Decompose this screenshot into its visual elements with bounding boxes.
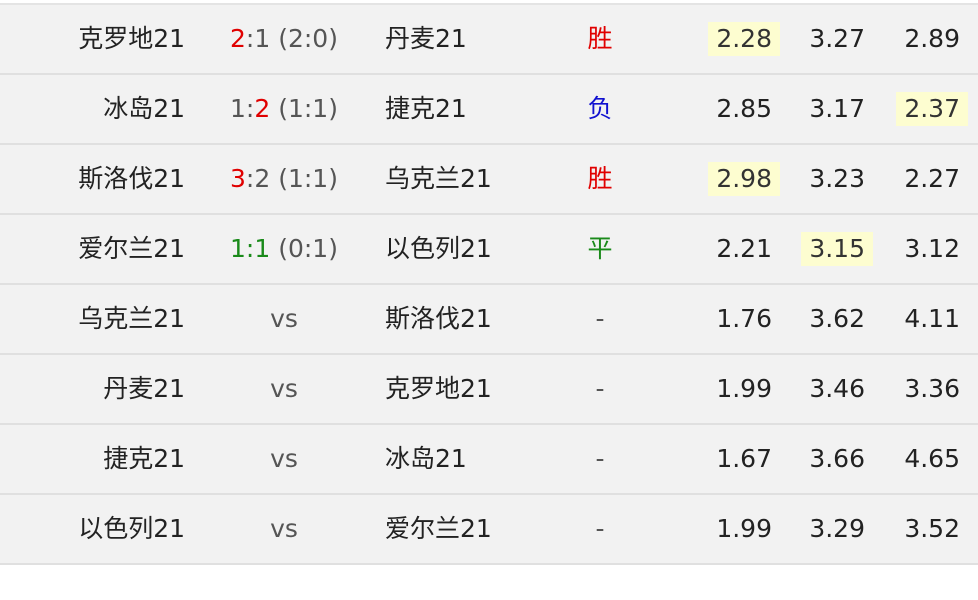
match-row[interactable]: 斯洛伐21 3:2 (1:1) 乌克兰21 胜 2.98 3.23 2.27 bbox=[0, 145, 978, 215]
result-label: - bbox=[595, 304, 605, 333]
score: 3:2 (1:1) bbox=[204, 145, 364, 213]
home-goals: 1 bbox=[230, 234, 246, 263]
away-team[interactable]: 冰岛21 bbox=[385, 444, 467, 473]
away-goals: 1 bbox=[254, 24, 271, 53]
odds-away[interactable]: 3.12 bbox=[904, 234, 960, 263]
odds-home[interactable]: 1.67 bbox=[716, 444, 772, 473]
home-team[interactable]: 爱尔兰21 bbox=[78, 234, 185, 263]
away-goals: 2 bbox=[254, 94, 271, 123]
home-team[interactable]: 捷克21 bbox=[103, 444, 185, 473]
odds-draw[interactable]: 3.15 bbox=[801, 232, 873, 266]
result-label: - bbox=[595, 444, 605, 473]
odds-draw[interactable]: 3.27 bbox=[809, 24, 865, 53]
score: 1:1 (0:1) bbox=[204, 215, 364, 283]
odds-draw[interactable]: 3.46 bbox=[809, 374, 865, 403]
odds-draw[interactable]: 3.62 bbox=[809, 304, 865, 333]
result-label: 胜 bbox=[587, 24, 613, 53]
halftime-score: (0:1) bbox=[270, 234, 338, 263]
odds-home[interactable]: 2.21 bbox=[716, 234, 772, 263]
home-team[interactable]: 斯洛伐21 bbox=[78, 164, 185, 193]
vs-label: vs bbox=[270, 444, 298, 473]
odds-home[interactable]: 2.85 bbox=[716, 94, 772, 123]
odds-home[interactable]: 2.28 bbox=[708, 22, 780, 56]
score: 1:2 (1:1) bbox=[204, 75, 364, 143]
away-team[interactable]: 克罗地21 bbox=[385, 374, 492, 403]
odds-draw[interactable]: 3.17 bbox=[809, 94, 865, 123]
halftime-score: (2:0) bbox=[270, 24, 338, 53]
vs-label: vs bbox=[270, 514, 298, 543]
score: vs bbox=[204, 355, 364, 423]
vs-label: vs bbox=[270, 374, 298, 403]
score-separator: : bbox=[245, 234, 255, 263]
score: vs bbox=[204, 285, 364, 353]
home-goals: 1 bbox=[230, 94, 246, 123]
odds-away[interactable]: 2.37 bbox=[896, 92, 968, 126]
odds-draw[interactable]: 3.23 bbox=[809, 164, 865, 193]
odds-home[interactable]: 1.99 bbox=[716, 514, 772, 543]
home-team[interactable]: 以色列21 bbox=[78, 514, 185, 543]
away-team[interactable]: 捷克21 bbox=[385, 94, 467, 123]
result-label: - bbox=[595, 374, 605, 403]
odds-away[interactable]: 2.27 bbox=[904, 164, 960, 193]
score-separator: : bbox=[245, 94, 255, 123]
away-team[interactable]: 乌克兰21 bbox=[385, 164, 492, 193]
home-team[interactable]: 克罗地21 bbox=[78, 24, 185, 53]
home-goals: 3 bbox=[230, 164, 246, 193]
vs-label: vs bbox=[270, 304, 298, 333]
match-row[interactable]: 克罗地21 2:1 (2:0) 丹麦21 胜 2.28 3.27 2.89 bbox=[0, 5, 978, 75]
score: vs bbox=[204, 425, 364, 493]
result-label: - bbox=[595, 514, 605, 543]
score: vs bbox=[204, 495, 364, 563]
odds-away[interactable]: 3.36 bbox=[904, 374, 960, 403]
score-separator: : bbox=[245, 24, 255, 53]
odds-away[interactable]: 3.52 bbox=[904, 514, 960, 543]
result-label: 胜 bbox=[587, 164, 613, 193]
odds-draw[interactable]: 3.66 bbox=[809, 444, 865, 473]
match-table: 克罗地21 2:1 (2:0) 丹麦21 胜 2.28 3.27 2.89 冰岛21 1… bbox=[0, 3, 978, 565]
away-team[interactable]: 斯洛伐21 bbox=[385, 304, 492, 333]
home-goals: 2 bbox=[230, 24, 246, 53]
odds-away[interactable]: 2.89 bbox=[904, 24, 960, 53]
away-team[interactable]: 丹麦21 bbox=[385, 24, 467, 53]
match-row[interactable]: 捷克21 vs 冰岛21 - 1.67 3.66 4.65 bbox=[0, 425, 978, 495]
away-goals: 1 bbox=[254, 234, 271, 263]
odds-away[interactable]: 4.11 bbox=[904, 304, 960, 333]
score: 2:1 (2:0) bbox=[204, 5, 364, 73]
result-label: 平 bbox=[587, 234, 613, 263]
match-row[interactable]: 乌克兰21 vs 斯洛伐21 - 1.76 3.62 4.11 bbox=[0, 285, 978, 355]
match-row[interactable]: 丹麦21 vs 克罗地21 - 1.99 3.46 3.36 bbox=[0, 355, 978, 425]
away-goals: 2 bbox=[254, 164, 271, 193]
odds-draw[interactable]: 3.29 bbox=[809, 514, 865, 543]
odds-home[interactable]: 2.98 bbox=[708, 162, 780, 196]
match-row[interactable]: 爱尔兰21 1:1 (0:1) 以色列21 平 2.21 3.15 3.12 bbox=[0, 215, 978, 285]
home-team[interactable]: 冰岛21 bbox=[103, 94, 185, 123]
odds-home[interactable]: 1.76 bbox=[716, 304, 772, 333]
odds-away[interactable]: 4.65 bbox=[904, 444, 960, 473]
halftime-score: (1:1) bbox=[270, 164, 338, 193]
away-team[interactable]: 以色列21 bbox=[385, 234, 492, 263]
result-label: 负 bbox=[587, 94, 613, 123]
odds-home[interactable]: 1.99 bbox=[716, 374, 772, 403]
halftime-score: (1:1) bbox=[270, 94, 338, 123]
match-row[interactable]: 冰岛21 1:2 (1:1) 捷克21 负 2.85 3.17 2.37 bbox=[0, 75, 978, 145]
home-team[interactable]: 乌克兰21 bbox=[78, 304, 185, 333]
score-separator: : bbox=[245, 164, 255, 193]
away-team[interactable]: 爱尔兰21 bbox=[385, 514, 492, 543]
home-team[interactable]: 丹麦21 bbox=[103, 374, 185, 403]
match-row[interactable]: 以色列21 vs 爱尔兰21 - 1.99 3.29 3.52 bbox=[0, 495, 978, 565]
